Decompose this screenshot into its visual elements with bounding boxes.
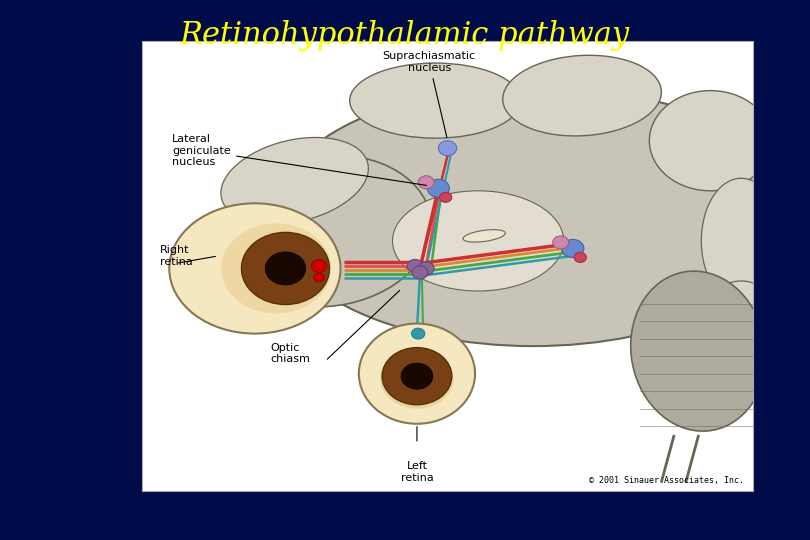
Text: Right
retina: Right retina xyxy=(160,245,193,267)
Ellipse shape xyxy=(169,204,340,334)
Ellipse shape xyxy=(221,224,331,314)
Circle shape xyxy=(411,328,425,339)
Circle shape xyxy=(418,262,434,275)
Ellipse shape xyxy=(631,271,765,431)
Text: Left
retina: Left retina xyxy=(401,461,433,483)
Circle shape xyxy=(574,252,586,262)
Ellipse shape xyxy=(463,230,505,242)
Circle shape xyxy=(418,176,434,189)
Ellipse shape xyxy=(503,55,662,136)
Text: Retinohypothalamic pathway: Retinohypothalamic pathway xyxy=(180,19,630,51)
Text: © 2001 Sinauer Associates, Inc.: © 2001 Sinauer Associates, Inc. xyxy=(589,476,744,485)
Ellipse shape xyxy=(380,349,454,409)
Circle shape xyxy=(412,266,428,279)
Circle shape xyxy=(407,259,423,273)
Circle shape xyxy=(428,179,450,197)
Ellipse shape xyxy=(221,138,369,224)
Circle shape xyxy=(401,363,433,389)
FancyBboxPatch shape xyxy=(142,40,753,491)
Circle shape xyxy=(552,236,569,249)
Circle shape xyxy=(438,141,457,156)
Ellipse shape xyxy=(393,191,564,291)
Circle shape xyxy=(311,259,327,273)
Circle shape xyxy=(440,192,452,202)
Ellipse shape xyxy=(359,323,475,424)
Circle shape xyxy=(562,239,584,258)
Ellipse shape xyxy=(273,85,793,346)
Text: Suprachiasmatic
nucleus: Suprachiasmatic nucleus xyxy=(382,51,475,138)
Ellipse shape xyxy=(701,178,781,303)
Ellipse shape xyxy=(350,63,521,138)
Ellipse shape xyxy=(220,155,431,307)
Circle shape xyxy=(266,252,305,285)
Ellipse shape xyxy=(650,91,772,191)
Text: Lateral
geniculate
nucleus: Lateral geniculate nucleus xyxy=(173,134,426,185)
Circle shape xyxy=(382,348,452,404)
Text: Optic
chiasm: Optic chiasm xyxy=(271,343,310,364)
Ellipse shape xyxy=(698,281,784,381)
Circle shape xyxy=(313,273,325,282)
Circle shape xyxy=(241,232,330,305)
